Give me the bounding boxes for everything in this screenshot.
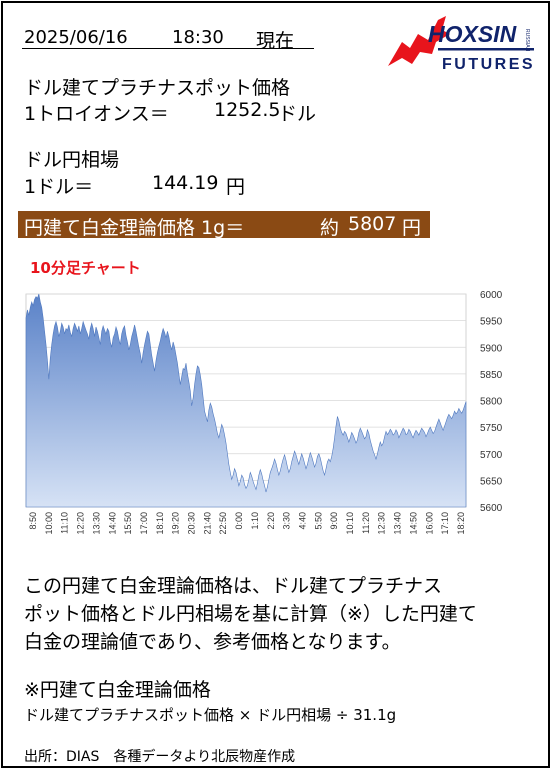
x-tick-label: 8:50 (28, 512, 38, 530)
x-tick-label: 17:10 (440, 512, 450, 535)
x-tick-label: 13:40 (393, 512, 403, 535)
x-tick-label: 4:40 (298, 512, 308, 530)
x-tick-label: 11:20 (361, 512, 371, 534)
y-tick-label: 5650 (480, 476, 503, 487)
x-tick-label: 12:30 (377, 512, 387, 535)
banner-currency: 円 (402, 217, 422, 239)
theoretical-price-banner: 円建て白金理論価格 1g＝ 約 5807 円 (18, 211, 430, 239)
x-tick-label: 17:00 (139, 512, 149, 535)
logo-brand: HOXSIN (428, 21, 517, 47)
x-tick-label: 12:20 (76, 512, 86, 535)
banner-value: 5807 (348, 213, 397, 235)
y-tick-label: 5750 (480, 423, 503, 434)
y-tick-label: 5950 (480, 317, 503, 328)
header-as-of: 現在 (256, 30, 295, 52)
x-tick-label: 11:10 (60, 512, 70, 534)
x-tick-label: 1:10 (250, 512, 260, 530)
x-tick-label: 10:10 (345, 512, 355, 535)
y-tick-label: 5700 (480, 450, 503, 461)
platinum-value: 1252.5 (214, 99, 281, 121)
x-tick-label: 0:00 (234, 512, 244, 530)
x-tick-label: 19:20 (171, 512, 181, 535)
logo-swoosh (388, 16, 450, 66)
hoxsin-futures-logo: HOXSIN RUSSIAN FUTURES (388, 16, 535, 73)
platinum-label: ドル建てプラチナスポット価格 (24, 77, 291, 99)
y-tick-label: 5800 (480, 397, 503, 408)
x-tick-label: 18:10 (155, 512, 165, 535)
x-tick-label: 21:40 (202, 512, 212, 535)
x-tick-label: 20:30 (187, 512, 197, 535)
x-tick-label: 18:20 (456, 512, 466, 535)
description-line-1: この円建て白金理論価格は、ドル建てプラチナス (24, 575, 443, 597)
x-tick-label: 15:50 (123, 512, 133, 535)
platinum-currency: ドル (278, 103, 317, 125)
fx-currency: 円 (226, 176, 246, 198)
y-tick-label: 5900 (480, 343, 503, 354)
price-area-chart: 5600 5650 5700 5750 5800 5850 5900 5950 6000 8:5… (25, 290, 503, 535)
fx-value: 144.19 (152, 172, 219, 194)
banner-approx: 約 (320, 217, 340, 239)
description-line-3: 白金の理論値であり、参考価格となります。 (24, 631, 401, 653)
y-tick-label: 5850 (480, 370, 503, 381)
logo-sub: FUTURES (442, 56, 535, 73)
x-tick-label: 3:30 (282, 512, 292, 530)
x-tick-label: 13:30 (91, 512, 101, 535)
platinum-unit-label: 1トロイオンス＝ (24, 103, 169, 125)
x-tick-label: 5:50 (313, 512, 323, 530)
note-title: ※円建て白金理論価格 (24, 679, 211, 701)
x-tick-label: 2:20 (266, 512, 276, 530)
x-tick-label: 10:00 (44, 512, 54, 535)
fx-label: ドル円相場 (24, 149, 120, 171)
header-time: 18:30 (172, 27, 224, 48)
price-area (25, 293, 467, 508)
y-tick-label: 6000 (480, 290, 503, 301)
header-underline (22, 48, 314, 49)
x-tick-label: 9:00 (329, 512, 339, 530)
description-line-2: ポット価格とドル円相場を基に計算（※）した円建て (24, 603, 477, 625)
chart-title: 10分足チャート (30, 259, 141, 277)
logo-rule (438, 48, 534, 51)
banner-label: 円建て白金理論価格 1g＝ (24, 217, 245, 239)
fx-unit-label: 1ドル＝ (24, 176, 94, 198)
x-tick-label: 16:00 (424, 512, 434, 535)
header-date: 2025/06/16 (24, 27, 128, 48)
x-tick-label: 22:50 (218, 512, 228, 535)
x-tick-label: 14:50 (408, 512, 418, 535)
y-tick-label: 5600 (480, 503, 503, 514)
source-note: 出所：DIAS 各種データより北辰物産作成 (24, 749, 296, 765)
x-tick-label: 14:40 (107, 512, 117, 535)
logo-tag: RUSSIAN (524, 29, 530, 52)
note-formula: ドル建てプラチナスポット価格 × ドル円相場 ÷ 31.1g (24, 706, 397, 724)
